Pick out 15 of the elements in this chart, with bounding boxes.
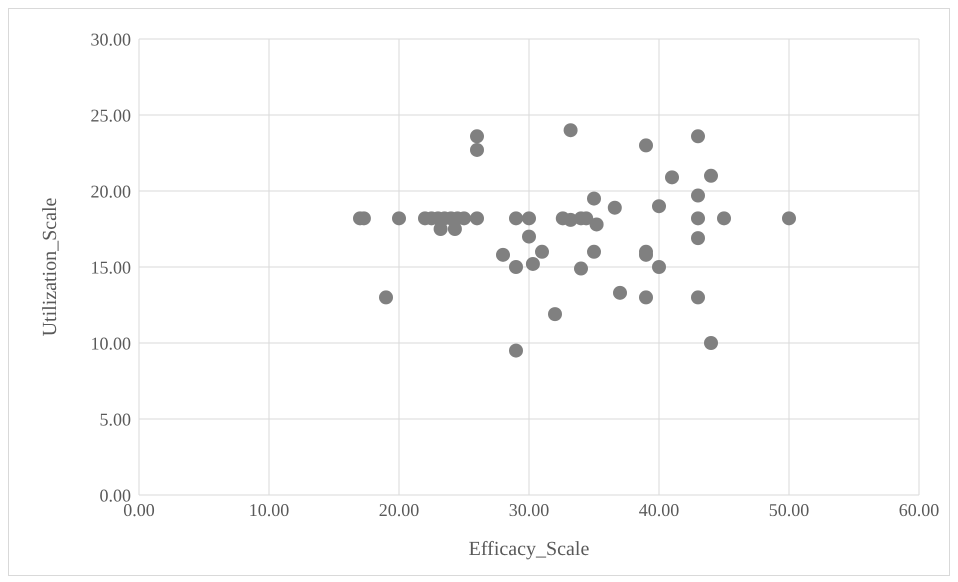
y-tick-label: 25.00 xyxy=(90,105,131,126)
y-tick-label: 30.00 xyxy=(90,29,131,50)
x-tick-label: 30.00 xyxy=(508,500,550,520)
x-axis-title: Efficacy_Scale xyxy=(468,538,590,560)
y-tick-label: 20.00 xyxy=(90,181,131,202)
x-tick-label: 10.00 xyxy=(248,500,290,520)
x-tick-label: 20.00 xyxy=(378,500,420,520)
x-tick-label: 40.00 xyxy=(638,500,680,520)
y-tick-label: 10.00 xyxy=(90,333,131,354)
y-tick-label: 5.00 xyxy=(100,409,131,430)
y-axis-title: Utilization_Scale xyxy=(39,197,62,336)
y-tick-label: 0.00 xyxy=(100,485,131,506)
x-tick-label: 50.00 xyxy=(768,500,810,520)
x-tick-label: 60.00 xyxy=(898,500,940,520)
y-tick-label: 15.00 xyxy=(90,257,131,278)
